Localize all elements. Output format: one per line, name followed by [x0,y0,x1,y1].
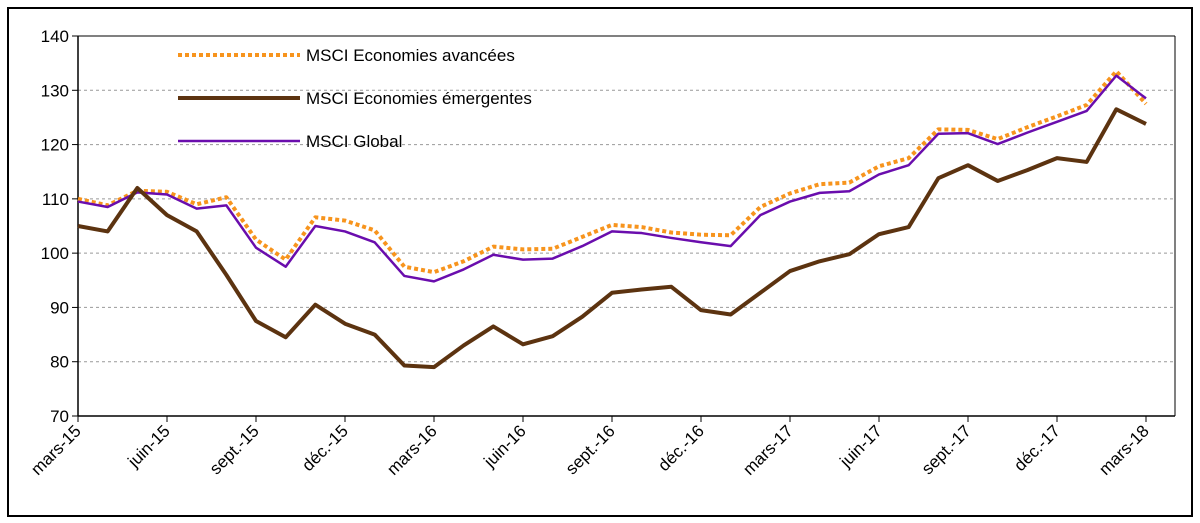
y-tick-label: 70 [50,407,69,426]
chart-frame [7,7,1193,517]
legend-label: MSCI Global [306,132,402,151]
y-tick-label: 90 [50,298,69,317]
y-tick-label: 80 [50,353,69,372]
series-line [77,74,1147,283]
legend-label: MSCI Economies émergentes [306,89,532,108]
y-tick-label: 120 [41,136,69,155]
y-tick-label: 100 [41,244,69,263]
series-line [77,69,1148,275]
legend-label: MSCI Economies avancées [306,46,515,65]
y-tick-label: 140 [41,27,69,46]
y-tick-label: 130 [41,81,69,100]
series-line [77,107,1147,370]
y-tick-label: 110 [42,190,69,209]
